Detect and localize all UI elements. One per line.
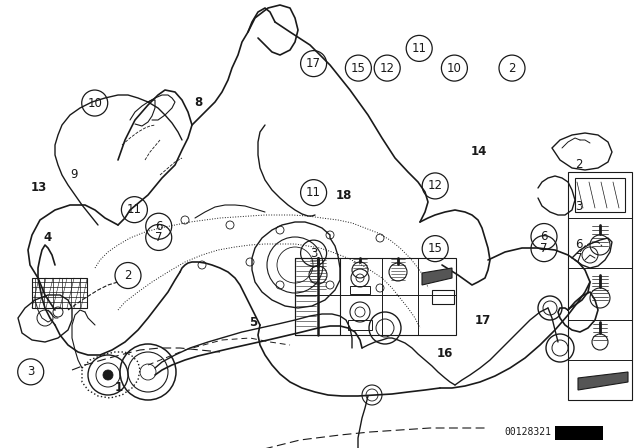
Text: 11: 11: [306, 186, 321, 199]
Text: 18: 18: [336, 189, 353, 202]
Text: 8: 8: [195, 95, 202, 109]
Text: 15: 15: [351, 61, 366, 75]
Text: 3: 3: [310, 246, 317, 260]
Text: 00128321: 00128321: [504, 427, 552, 437]
Bar: [348, 320, 372, 330]
Text: 2: 2: [508, 61, 516, 75]
Text: 10: 10: [87, 96, 102, 110]
Bar: [555, 426, 603, 440]
Text: 1: 1: [115, 381, 122, 394]
Polygon shape: [422, 268, 452, 285]
Bar: [32, 278, 87, 308]
Text: 7: 7: [575, 252, 583, 265]
Text: 7: 7: [155, 231, 163, 244]
Text: 11: 11: [412, 42, 427, 55]
Text: 16: 16: [436, 347, 453, 361]
Text: 9: 9: [70, 168, 77, 181]
Bar: [568, 172, 632, 400]
Circle shape: [103, 370, 113, 380]
Text: 17: 17: [306, 57, 321, 70]
Text: 3: 3: [27, 365, 35, 379]
Text: 12: 12: [428, 179, 443, 193]
Text: 6: 6: [575, 237, 583, 251]
Text: 15: 15: [428, 242, 443, 255]
Text: 7: 7: [540, 242, 548, 255]
Text: 4: 4: [44, 231, 52, 244]
Bar: [295, 258, 456, 335]
Text: 17: 17: [475, 314, 492, 327]
Polygon shape: [578, 372, 628, 390]
Text: 6: 6: [540, 230, 548, 243]
Text: 10: 10: [447, 61, 462, 75]
Text: 12: 12: [380, 61, 395, 75]
Text: 2: 2: [575, 158, 583, 172]
Text: 6: 6: [155, 220, 163, 233]
Text: 3: 3: [575, 200, 583, 214]
Bar: [295, 258, 340, 335]
Text: 2: 2: [124, 269, 132, 282]
Text: 14: 14: [470, 145, 487, 158]
Bar: [432, 290, 454, 304]
Bar: [350, 286, 370, 294]
Text: 13: 13: [30, 181, 47, 194]
Text: 5: 5: [249, 316, 257, 329]
Text: 11: 11: [127, 203, 142, 216]
Bar: [575, 178, 625, 212]
